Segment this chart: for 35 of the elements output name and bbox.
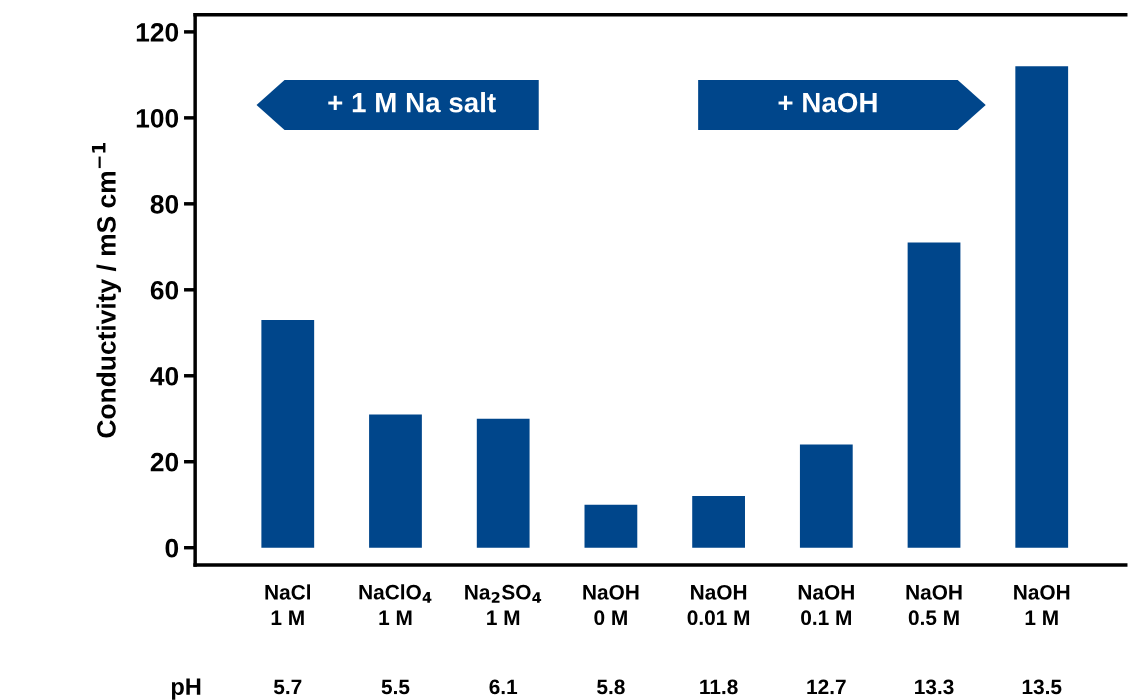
- bar: [907, 242, 961, 548]
- text: 6.1: [489, 679, 518, 695]
- x-tick-label: Na$_{2}$SO$_{4}$ 1 M: [465, 584, 542, 625]
- annotation: + NaOH: [778, 92, 877, 113]
- bar: [476, 418, 530, 548]
- text: pH: [171, 678, 201, 700]
- text: 5.5: [381, 679, 410, 695]
- bar: [584, 504, 638, 548]
- y-tick-label: 40: [150, 366, 179, 386]
- bar: [692, 496, 745, 548]
- y-tick-label: 120: [136, 23, 179, 42]
- x-tick-label: NaOH 0 M: [583, 584, 639, 626]
- x-tick-label: NaOH 0.01 M: [687, 584, 750, 626]
- annotation: + 1 M Na salt: [328, 92, 496, 113]
- text: 5.7: [273, 679, 302, 695]
- x-tick-label: NaOH 0.5 M: [906, 584, 962, 626]
- text: 12.7: [807, 679, 846, 695]
- x-tick-label: NaOH 0.1 M: [798, 584, 854, 626]
- x-tick-label: NaCl 1 M: [265, 584, 311, 625]
- bar: [1015, 66, 1069, 548]
- x-tick-label: NaClO$_{4}$ 1 M: [359, 584, 432, 625]
- bar: [799, 444, 853, 548]
- text: 13.3: [915, 679, 954, 695]
- y-axis-title: Conductivity / mS cm$^{−1}$: [91, 142, 122, 438]
- text: 13.5: [1022, 679, 1062, 695]
- text: 11.8: [700, 679, 738, 695]
- y-tick-label: 60: [150, 280, 179, 300]
- y-tick-label: 20: [150, 452, 179, 472]
- text: 5.8: [597, 679, 625, 695]
- x-tick-label: NaOH 1 M: [1014, 584, 1070, 625]
- y-tick-label: 0: [165, 538, 179, 558]
- y-tick-label: 80: [150, 194, 179, 214]
- bar: [261, 319, 315, 548]
- bar: [369, 414, 422, 548]
- y-tick-label: 100: [136, 109, 179, 128]
